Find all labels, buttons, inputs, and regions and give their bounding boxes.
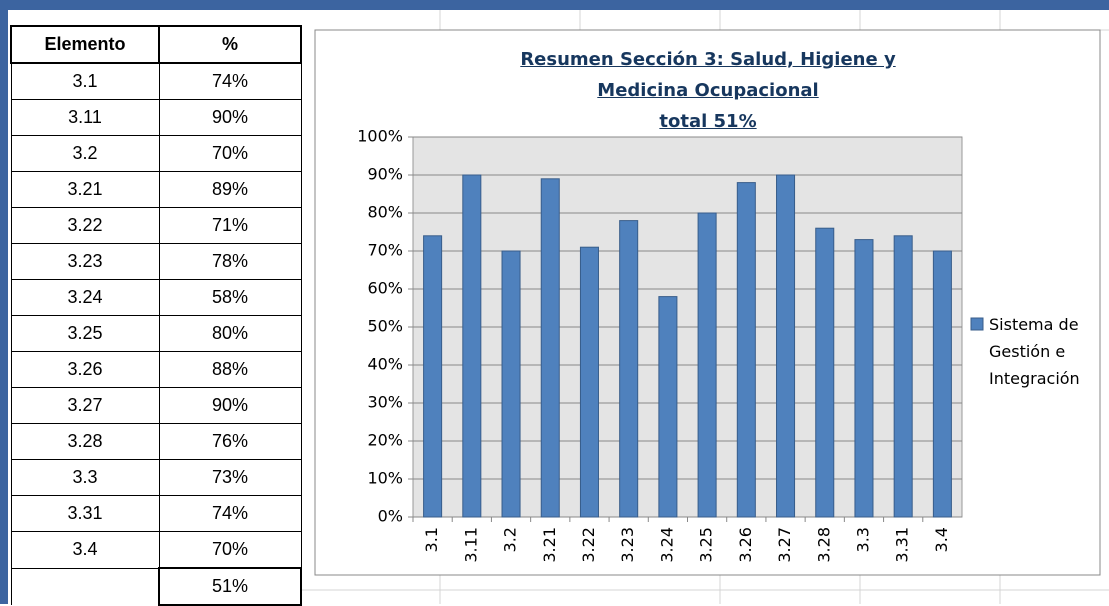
y-tick-label: 100% bbox=[357, 127, 403, 146]
bar bbox=[423, 235, 443, 518]
y-tick-label: 20% bbox=[367, 431, 403, 450]
x-tick-label: 3.26 bbox=[736, 527, 755, 563]
table-cell: 70% bbox=[158, 135, 302, 172]
sheet-gridlines bbox=[300, 10, 1109, 604]
bar bbox=[697, 212, 717, 518]
bar bbox=[736, 182, 756, 518]
y-tick-label: 90% bbox=[367, 165, 403, 184]
x-tick-label: 3.1 bbox=[422, 527, 441, 552]
x-tick-label: 3.22 bbox=[579, 527, 598, 563]
table-cell: 88% bbox=[158, 351, 302, 388]
table-cell: 3.4 bbox=[10, 531, 160, 569]
y-tick-label: 50% bbox=[367, 317, 403, 336]
x-tick-label: 3.4 bbox=[932, 527, 951, 552]
table-cell: 3.11 bbox=[10, 99, 160, 136]
bar bbox=[462, 174, 482, 518]
x-tick-label: 3.23 bbox=[618, 527, 637, 563]
table-cell: 71% bbox=[158, 207, 302, 244]
table-cell: 76% bbox=[158, 423, 302, 460]
y-tick-label: 70% bbox=[367, 241, 403, 260]
x-tick-label: 3.3 bbox=[853, 527, 872, 552]
x-tick-label: 3.28 bbox=[814, 527, 833, 563]
x-tick-label: 3.27 bbox=[775, 527, 794, 563]
table-cell: 3.31 bbox=[10, 495, 160, 532]
table-row: 3.23 78% bbox=[10, 243, 302, 280]
legend-label: Sistema de Gestión e Integración bbox=[989, 315, 1080, 388]
bar bbox=[815, 227, 835, 518]
table-cell: 78% bbox=[158, 243, 302, 280]
table-row: 3.21 89% bbox=[10, 171, 302, 208]
table-cell: 3.26 bbox=[10, 351, 160, 388]
table-cell: 80% bbox=[158, 315, 302, 352]
table-row: 3.24 58% bbox=[10, 279, 302, 316]
bar bbox=[501, 250, 521, 518]
x-tick-label: 3.24 bbox=[657, 527, 676, 563]
table-row: 3.11 90% bbox=[10, 99, 302, 136]
table-row: 3.2 70% bbox=[10, 135, 302, 172]
window-border bbox=[0, 0, 1109, 10]
chart-subtitle: total 51% bbox=[659, 111, 757, 132]
bar bbox=[776, 174, 796, 518]
header-cell: % bbox=[158, 25, 302, 64]
chart-title: Resumen Sección 3: Salud, Higiene y Medi… bbox=[520, 49, 896, 101]
x-tick-label: 3.31 bbox=[893, 527, 912, 563]
x-tick-label: 3.11 bbox=[461, 527, 480, 563]
table-cell: 90% bbox=[158, 99, 302, 136]
table-row: 3.22 71% bbox=[10, 207, 302, 244]
x-tick-label: 3.21 bbox=[540, 527, 559, 563]
table-cell: 89% bbox=[158, 171, 302, 208]
bar bbox=[619, 220, 639, 518]
legend-swatch bbox=[970, 317, 984, 331]
table-cell: 58% bbox=[158, 279, 302, 316]
table-row: 3.25 80% bbox=[10, 315, 302, 352]
bar bbox=[893, 235, 913, 518]
table-row: 3.3 73% bbox=[10, 459, 302, 496]
bar bbox=[579, 246, 599, 518]
table-row: 3.26 88% bbox=[10, 351, 302, 388]
table-cell: 3.2 bbox=[10, 135, 160, 172]
y-tick-label: 40% bbox=[367, 355, 403, 374]
table-cell: 3.24 bbox=[10, 279, 160, 316]
x-tick-label: 3.2 bbox=[501, 527, 520, 552]
y-tick-label: 10% bbox=[367, 469, 403, 488]
table-row: 3.28 76% bbox=[10, 423, 302, 460]
total-cell: 51% bbox=[158, 567, 302, 606]
bar bbox=[540, 178, 560, 518]
y-tick-label: 0% bbox=[378, 507, 403, 526]
table-row: 3.31 74% bbox=[10, 495, 302, 532]
y-tick-label: 30% bbox=[367, 393, 403, 412]
y-tick-label: 60% bbox=[367, 279, 403, 298]
header-row: Elemento% bbox=[10, 25, 302, 64]
y-tick-label: 80% bbox=[367, 203, 403, 222]
blank-cell bbox=[10, 567, 160, 605]
window-border bbox=[0, 0, 8, 604]
bar bbox=[932, 250, 952, 518]
data-table: Elemento% 3.1 74% 3.11 90% 3.2 70% 3.21 89% 3.22 7… bbox=[10, 25, 302, 606]
bar bbox=[658, 296, 678, 518]
table-cell: 74% bbox=[158, 495, 302, 532]
total-row: 51% bbox=[10, 567, 302, 606]
x-tick-label: 3.25 bbox=[697, 527, 716, 563]
header-cell: Elemento bbox=[10, 25, 160, 64]
bar bbox=[854, 239, 874, 518]
table-cell: 3.28 bbox=[10, 423, 160, 460]
table-cell: 3.3 bbox=[10, 459, 160, 496]
